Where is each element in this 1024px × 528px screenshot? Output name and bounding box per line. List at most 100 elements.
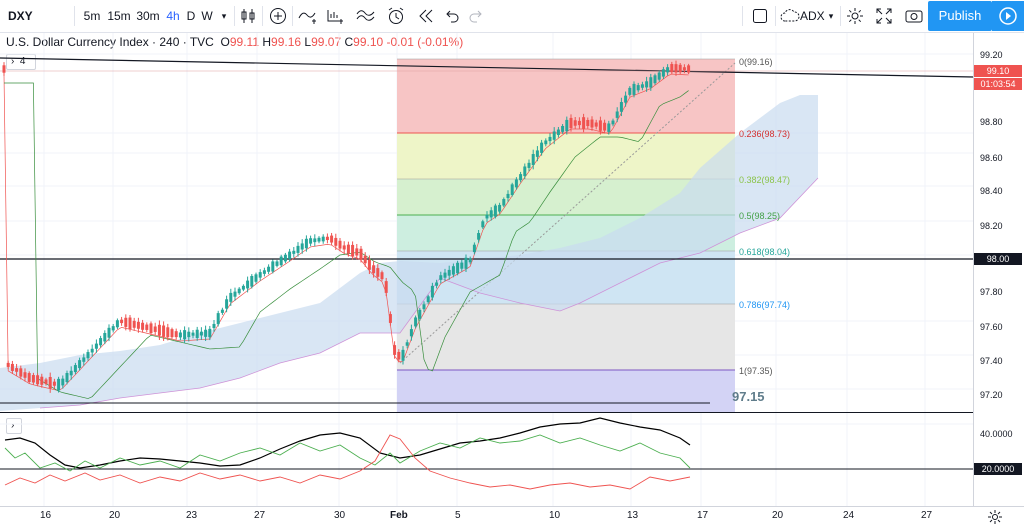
candle-body xyxy=(435,282,439,286)
camera-icon[interactable] xyxy=(905,8,923,24)
time-label: 17 xyxy=(697,510,709,521)
candle-body xyxy=(439,275,443,280)
candle-body xyxy=(15,368,19,372)
candle-body xyxy=(44,379,48,385)
candle-body xyxy=(388,314,392,323)
candle-body xyxy=(367,259,371,270)
price-axis[interactable] xyxy=(973,33,1024,506)
candle-body xyxy=(430,285,434,298)
play-button[interactable] xyxy=(992,1,1024,31)
indicator-name[interactable]: ADX xyxy=(800,9,825,23)
time-label: Feb xyxy=(390,510,408,521)
redo-icon[interactable] xyxy=(468,9,482,23)
candle-body xyxy=(523,166,527,177)
candle-body xyxy=(401,349,405,361)
undo-icon[interactable] xyxy=(446,9,460,23)
interval-5m[interactable]: 5m xyxy=(83,9,101,23)
fib-band-786 xyxy=(397,304,735,370)
candle-body xyxy=(611,120,615,125)
alert-clock-icon[interactable] xyxy=(387,7,405,25)
candle-body xyxy=(149,323,153,334)
templates-icon[interactable] xyxy=(356,8,376,24)
candle-body xyxy=(619,102,623,112)
candle-body xyxy=(640,84,644,88)
candle-body xyxy=(502,199,506,206)
candle-body xyxy=(535,150,539,157)
candle-body xyxy=(590,119,594,128)
price-label: 99.20 xyxy=(980,50,1003,60)
candle-body xyxy=(187,331,191,338)
time-label: 20 xyxy=(772,510,784,521)
candle-body xyxy=(241,285,245,290)
gear-icon[interactable] xyxy=(846,7,864,25)
time-label: 5 xyxy=(455,510,461,521)
candle-body xyxy=(174,331,178,338)
legend-title: U.S. Dollar Currency Index · 240 · TVC xyxy=(6,35,214,49)
fib-trendline xyxy=(399,62,736,364)
candle-body xyxy=(191,332,195,336)
fullscreen-square-icon[interactable] xyxy=(752,8,768,24)
candle-body xyxy=(195,329,199,338)
candle-body xyxy=(90,348,94,353)
candle-body xyxy=(128,317,132,330)
chevron-down-icon[interactable]: ▾ xyxy=(828,11,834,21)
chevron-down-icon[interactable]: ▾ xyxy=(221,11,227,21)
candle-body xyxy=(598,120,602,131)
gear-icon[interactable] xyxy=(987,509,1003,525)
candle-body xyxy=(510,184,514,196)
legend-open: 99.11 xyxy=(229,35,260,49)
interval-w[interactable]: W xyxy=(201,9,213,23)
candle-body xyxy=(136,321,140,329)
interval-4h[interactable]: 4h xyxy=(166,9,180,23)
compare-icon[interactable] xyxy=(298,8,320,24)
di-plus-line xyxy=(4,434,691,472)
divider xyxy=(234,6,235,26)
candle-body xyxy=(216,313,220,325)
interval-30m[interactable]: 30m xyxy=(136,9,160,23)
divider xyxy=(74,6,75,26)
candle-body xyxy=(275,261,279,266)
candle-body xyxy=(586,119,590,127)
interval-15m[interactable]: 15m xyxy=(107,9,131,23)
indicators-icon[interactable] xyxy=(326,8,346,24)
fib-label-0: 0(99.16) xyxy=(739,57,773,67)
candle-body xyxy=(561,125,565,132)
add-indicator-icon[interactable] xyxy=(269,7,287,25)
price-chart[interactable] xyxy=(0,33,973,506)
candle-body xyxy=(288,251,292,259)
candle-body xyxy=(372,265,376,274)
candle-body xyxy=(111,326,115,331)
fib-label-382: 0.382(98.47) xyxy=(739,175,791,185)
candle-body xyxy=(485,214,489,219)
candle-body xyxy=(153,326,157,332)
price-label: 97.60 xyxy=(980,322,1003,332)
adx-collapse-button[interactable]: › xyxy=(6,418,22,434)
candle-body xyxy=(254,274,258,282)
candle-body xyxy=(317,237,321,242)
candle-body xyxy=(628,87,632,95)
candle-body xyxy=(443,272,447,278)
interval-d[interactable]: D xyxy=(186,9,196,23)
time-label: 16 xyxy=(40,510,52,521)
legend-low-label: L xyxy=(304,35,312,49)
candles-icon[interactable] xyxy=(240,8,256,24)
candle-body xyxy=(313,238,317,243)
symbol-search[interactable]: DXY xyxy=(8,9,33,23)
cloud-icon[interactable] xyxy=(780,8,800,24)
candle-body xyxy=(498,204,502,212)
fullscreen-icon[interactable] xyxy=(876,8,892,24)
candle-body xyxy=(157,324,161,336)
price-label: 97.40 xyxy=(980,356,1003,366)
candle-body xyxy=(283,254,287,262)
replay-icon[interactable] xyxy=(418,9,434,23)
time-label: 23 xyxy=(186,510,198,521)
candle-body xyxy=(569,117,573,129)
publish-button[interactable]: Publish xyxy=(928,1,992,31)
adx-pane[interactable] xyxy=(0,413,973,506)
candle-body xyxy=(212,323,216,329)
candle-body xyxy=(531,154,535,166)
candle-body xyxy=(292,250,296,254)
adx-axis-label: 40.0000 xyxy=(980,429,1013,439)
candle-body xyxy=(472,244,476,253)
top-toolbar: DXY 5m 15m 30m 4h D W ▾ ADX ▾ Publish xyxy=(0,0,1024,33)
